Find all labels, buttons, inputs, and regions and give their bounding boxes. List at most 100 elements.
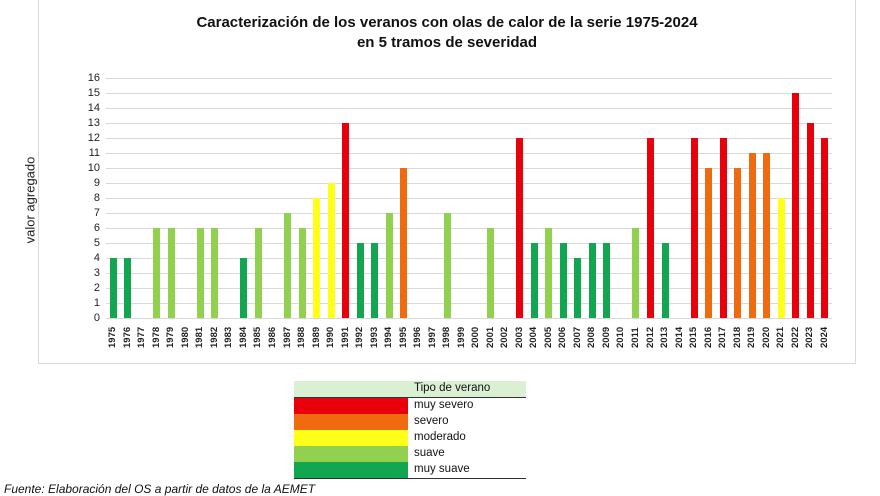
legend-swatch <box>294 462 408 478</box>
y-tick-label: 10 <box>87 162 100 174</box>
y-tick-label: 14 <box>87 102 100 114</box>
y-tick-label: 2 <box>93 282 100 294</box>
bar-1987 <box>284 213 291 318</box>
y-tick-label: 1 <box>93 297 100 309</box>
x-tick-label: 1976 <box>121 326 133 348</box>
x-tick-label: 1988 <box>296 326 308 348</box>
legend-label: severo <box>414 415 449 427</box>
x-tick-label: 2016 <box>702 326 714 348</box>
x-tick-label: 2022 <box>789 326 801 348</box>
x-tick-label: 2017 <box>717 326 729 348</box>
x-tick-label: 1984 <box>237 326 249 348</box>
x-tick-label: 2006 <box>557 326 569 348</box>
bar-1995 <box>400 168 408 318</box>
x-tick-label: 1982 <box>208 326 220 348</box>
bar-2018 <box>734 168 742 318</box>
legend-swatch <box>294 398 408 414</box>
y-tick-label: 4 <box>93 252 100 264</box>
x-tick-label: 1994 <box>383 326 395 348</box>
bar-1994 <box>385 213 393 318</box>
gridline <box>106 138 832 139</box>
gridline <box>106 213 832 214</box>
y-tick-label: 6 <box>93 222 100 234</box>
x-tick-label: 2014 <box>673 326 685 348</box>
bar-2021 <box>777 198 785 318</box>
bar-2005 <box>545 228 553 318</box>
x-tick-label: 1983 <box>223 326 235 348</box>
bar-1993 <box>371 243 379 318</box>
bar-1975 <box>109 258 117 318</box>
bar-2024 <box>821 138 829 318</box>
x-tick-label: 2023 <box>804 326 816 348</box>
x-tick-label: 2004 <box>528 326 540 348</box>
bar-2009 <box>603 243 611 318</box>
legend-header: Tipo de verano <box>294 381 526 398</box>
x-tick-label: 1979 <box>165 326 177 348</box>
x-tick-label: 2018 <box>731 326 743 348</box>
y-tick-label: 0 <box>93 312 100 324</box>
bar-1989 <box>313 198 321 318</box>
x-tick-label: 2024 <box>818 326 830 348</box>
x-tick-label: 2010 <box>615 326 627 348</box>
x-tick-label: 2002 <box>499 326 511 348</box>
source-note: Fuente: Elaboración del OS a partir de d… <box>4 482 316 496</box>
bar-2017 <box>719 138 727 318</box>
x-tick-label: 2003 <box>513 326 525 348</box>
bar-1984 <box>240 258 248 318</box>
x-tick-label: 1991 <box>339 326 351 348</box>
x-tick-label: 1985 <box>252 326 264 348</box>
bar-2016 <box>705 168 713 318</box>
legend-item: suave <box>294 446 526 462</box>
x-tick-label: 1980 <box>179 326 191 348</box>
x-tick-label: 1989 <box>310 326 322 348</box>
x-tick-label: 1993 <box>368 326 380 348</box>
bar-2013 <box>661 243 669 318</box>
y-axis-label: valor agregado <box>22 156 38 244</box>
legend-label: suave <box>414 447 445 459</box>
chart-title: Caracterización de los veranos con olas … <box>39 13 855 53</box>
bar-2006 <box>559 243 567 318</box>
y-tick-label: 16 <box>87 72 100 84</box>
legend-title: Tipo de verano <box>414 382 491 394</box>
x-tick-label: 1995 <box>397 326 409 348</box>
x-tick-label: 1987 <box>281 326 293 348</box>
bar-2019 <box>748 153 756 318</box>
x-tick-label: 1975 <box>107 326 119 348</box>
y-tick-label: 9 <box>93 177 100 189</box>
y-tick-label: 15 <box>87 87 100 99</box>
bar-1982 <box>211 228 219 318</box>
bar-2004 <box>530 243 538 318</box>
x-tick-label: 1999 <box>455 326 467 348</box>
legend-label: moderado <box>414 431 466 443</box>
legend-swatch <box>294 414 408 430</box>
gridline <box>106 183 832 184</box>
gridline <box>106 303 832 304</box>
gridline <box>106 93 832 94</box>
bar-2012 <box>647 138 654 318</box>
gridline <box>106 288 832 289</box>
bar-2003 <box>516 138 524 318</box>
x-tick-label: 2000 <box>470 326 482 348</box>
x-tick-label: 2013 <box>659 326 671 348</box>
bar-1988 <box>298 228 306 318</box>
x-tick-label: 1986 <box>266 326 278 348</box>
gridline <box>106 123 832 124</box>
gridline <box>106 318 832 319</box>
gridline <box>106 258 832 259</box>
x-tick-label: 1977 <box>136 326 148 348</box>
x-tick-label: 2008 <box>586 326 598 348</box>
y-tick-label: 7 <box>93 207 100 219</box>
x-tick-label: 2015 <box>688 326 700 348</box>
gridline <box>106 78 832 79</box>
bar-2001 <box>487 228 495 318</box>
bar-1981 <box>196 228 204 318</box>
x-tick-label: 1992 <box>354 326 366 348</box>
x-tick-label: 2012 <box>644 326 656 348</box>
y-tick-label: 8 <box>93 192 100 204</box>
x-tick-label: 2009 <box>600 326 612 348</box>
x-tick-label: 1978 <box>150 326 162 348</box>
y-tick-label: 13 <box>87 117 100 129</box>
gridline <box>106 168 832 169</box>
bar-2015 <box>690 138 698 318</box>
y-tick-label: 11 <box>88 147 100 159</box>
